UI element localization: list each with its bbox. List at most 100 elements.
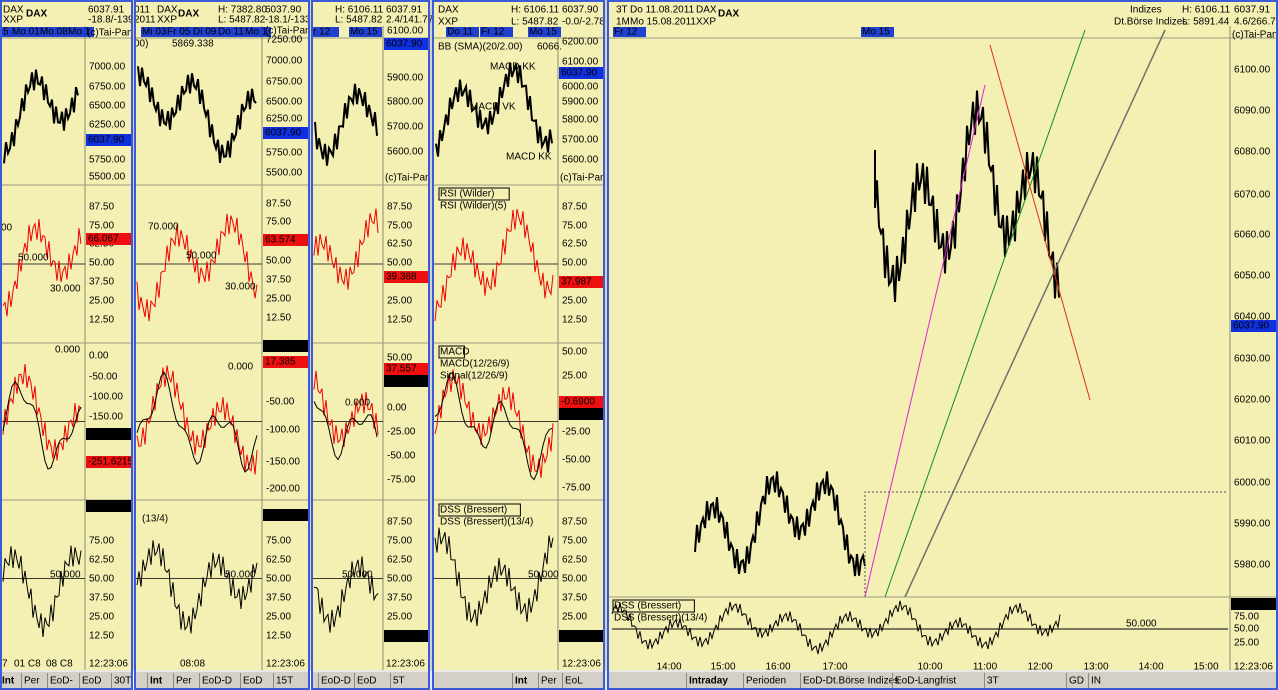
date-label: Do 11 — [218, 27, 244, 38]
indicator-line — [2, 219, 82, 317]
header-text: DAX — [438, 5, 459, 16]
indicator-line — [313, 370, 379, 448]
axis-tick-label: 25.00 — [562, 296, 587, 307]
date-label: Mi 03 — [142, 27, 167, 38]
tab-label[interactable]: EoL — [565, 676, 583, 687]
header-text: 6037.91 — [1234, 5, 1271, 16]
axis-tick-label: 5500.00 — [266, 168, 303, 179]
pane-label: MACD VK — [470, 102, 516, 113]
tab — [984, 673, 985, 688]
tab — [1088, 673, 1089, 688]
axis-tick-label: 50.00 — [266, 256, 291, 267]
tab-label[interactable]: GD — [1069, 676, 1084, 687]
tab-label[interactable]: EoD- — [50, 676, 73, 687]
time-axis-label: 10:00 — [917, 662, 942, 673]
header-text: L: 5487.82 — [511, 17, 559, 28]
pane-label: 0.000 — [345, 398, 370, 409]
date-label: Do 11 — [447, 27, 473, 38]
header-text: 6037.91 — [386, 5, 423, 16]
clock: 12:23:06 — [386, 659, 425, 670]
price-line — [314, 83, 378, 166]
trend-line — [904, 29, 1166, 598]
axis-tick-label: 6100.00 — [387, 26, 424, 37]
axis-tick-label: 87.50 — [562, 517, 587, 528]
time-axis-label: 17:00 — [822, 662, 847, 673]
header-text: DAX — [3, 5, 24, 16]
tab — [686, 673, 687, 688]
axis-tick-label: 12.50 — [89, 631, 114, 642]
tab-label[interactable]: EoD-D — [202, 676, 232, 687]
tab-label[interactable]: Per — [24, 676, 40, 687]
tab-label[interactable]: Per — [176, 676, 192, 687]
tab-label[interactable]: EoD — [82, 676, 101, 687]
value-badge — [384, 38, 429, 50]
symbol-title: DAX — [178, 9, 199, 20]
value-badge-text: 17.385 — [265, 357, 296, 368]
time-axis-label: 14:00 — [1138, 662, 1163, 673]
tab-label[interactable]: EoD-Dt.Börse Indizes — [803, 676, 899, 687]
axis-tick-label: 6040.00 — [1234, 312, 1271, 323]
value-badge-text: 37.987 — [561, 277, 592, 288]
axis-tick-label: 50.00 — [562, 347, 587, 358]
tab-label[interactable]: 5T — [393, 676, 405, 687]
tab-label[interactable]: EoD — [357, 676, 376, 687]
date-label: Fr 12 — [481, 27, 505, 38]
indicator-box[interactable] — [438, 503, 521, 517]
pane-label[interactable]: DSS (Bressert) — [440, 505, 507, 516]
axis-tick-label: 6090.00 — [1234, 106, 1271, 117]
indicator-box[interactable] — [612, 599, 695, 613]
time-axis-label: 16:00 — [765, 662, 790, 673]
tab-label[interactable]: EoD-Langfrist — [895, 676, 956, 687]
tab-label[interactable]: EoD — [243, 676, 262, 687]
indicator-box[interactable] — [438, 345, 465, 359]
axis-tick-label: 87.50 — [266, 199, 291, 210]
value-badge — [559, 396, 604, 408]
pane-label: 50.000 — [186, 251, 217, 262]
header-text: XXP — [157, 15, 177, 26]
price-line — [874, 90, 1060, 302]
clock: 12:23:06 — [266, 659, 305, 670]
axis-tick-label: 6100.00 — [1234, 65, 1271, 76]
tab-label[interactable]: Perioden — [746, 676, 786, 687]
axis-tick-label: 25.00 — [562, 612, 587, 623]
symbol-title: DAX — [718, 9, 739, 20]
value-badge-text: 6037.90 — [561, 68, 598, 79]
axis-tick-label: 75.00 — [562, 536, 587, 547]
axis-tick-label: 5750.00 — [266, 148, 303, 159]
pane-label[interactable]: RSI (Wilder) — [440, 189, 494, 200]
axis-tick-label: 6250.00 — [89, 120, 126, 131]
tab-label[interactable]: EoD-D — [321, 676, 351, 687]
tab — [111, 673, 112, 688]
date-chip — [613, 27, 646, 37]
header-text: 1M — [616, 17, 630, 28]
pane-label[interactable]: MACD — [440, 347, 469, 358]
indicator-line — [434, 527, 554, 627]
tab-label[interactable]: Int — [515, 676, 528, 687]
indicator-box[interactable] — [438, 187, 510, 201]
indicator-line — [2, 364, 82, 461]
tab-label[interactable]: Int — [2, 676, 15, 687]
tab-label[interactable]: IN — [1091, 676, 1101, 687]
indicator-line — [434, 369, 554, 478]
pane-label[interactable]: DSS (Bressert) — [614, 601, 681, 612]
tab-label[interactable]: Intraday — [689, 676, 728, 687]
pane-label: 30.000 — [50, 284, 81, 295]
indicator-line — [313, 208, 379, 290]
price-line — [3, 69, 79, 164]
tab-label[interactable]: 15T — [276, 676, 293, 687]
tab-label[interactable]: 3T — [987, 676, 999, 687]
header-text: -0.0/-2.78 — [562, 17, 605, 28]
axis-tick-label: 5500.00 — [89, 172, 126, 183]
tab-label[interactable]: Int — [150, 676, 163, 687]
pane-label: 5869.338 — [172, 39, 214, 50]
tab — [562, 673, 563, 688]
trend-line — [989, 44, 1091, 401]
header-text: H: 6106.11 — [1182, 5, 1231, 16]
value-badge-text: 63.574 — [265, 235, 296, 246]
signal-line — [434, 372, 553, 481]
tab — [800, 673, 801, 688]
axis-tick-label: -100.00 — [89, 392, 123, 403]
tab-label[interactable]: 30T — [114, 676, 131, 687]
copyright: (c)Tai-Pan — [560, 173, 606, 184]
tab-label[interactable]: Per — [541, 676, 557, 687]
